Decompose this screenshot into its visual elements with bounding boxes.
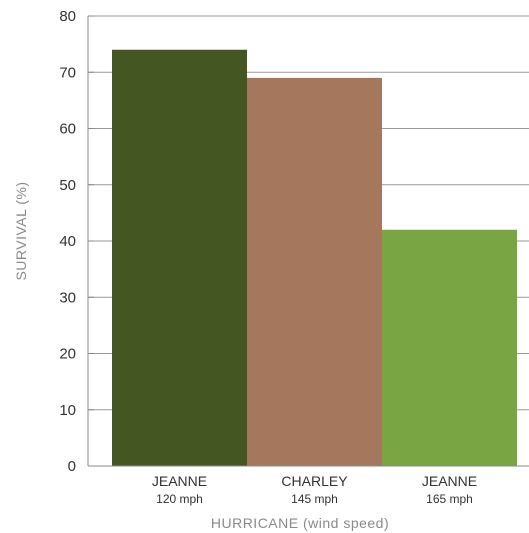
axes bbox=[87, 15, 529, 467]
y-tick-label: 80 bbox=[59, 8, 76, 25]
y-tick-label: 50 bbox=[59, 177, 76, 194]
y-tick-label: 40 bbox=[59, 233, 76, 250]
y-axis-title: SURVIVAL (%) bbox=[13, 181, 29, 280]
y-tick-label: 10 bbox=[59, 402, 76, 419]
x-category-label: JEANNE bbox=[152, 473, 207, 489]
y-tick-label: 0 bbox=[68, 458, 76, 475]
y-tick-label: 20 bbox=[59, 346, 76, 363]
y-tick-labels: 0 10 20 30 40 50 60 70 80 bbox=[59, 8, 76, 475]
y-tick-label: 30 bbox=[59, 289, 76, 306]
x-tick-labels: JEANNE 120 mph CHARLEY 145 mph JEANNE 165 mph bbox=[152, 473, 477, 506]
bars bbox=[112, 49, 517, 466]
x-category-label: JEANNE bbox=[422, 473, 477, 489]
x-category-label: CHARLEY bbox=[281, 473, 348, 489]
x-category-sublabel: 165 mph bbox=[426, 492, 473, 506]
x-axis-title: HURRICANE (wind speed) bbox=[211, 515, 389, 531]
bar bbox=[112, 49, 247, 466]
y-tick-label: 60 bbox=[59, 121, 76, 138]
bar bbox=[382, 229, 517, 466]
x-category-sublabel: 145 mph bbox=[291, 492, 338, 506]
bar bbox=[247, 77, 382, 466]
y-tick-label: 70 bbox=[59, 64, 76, 81]
x-category-sublabel: 120 mph bbox=[156, 492, 203, 506]
